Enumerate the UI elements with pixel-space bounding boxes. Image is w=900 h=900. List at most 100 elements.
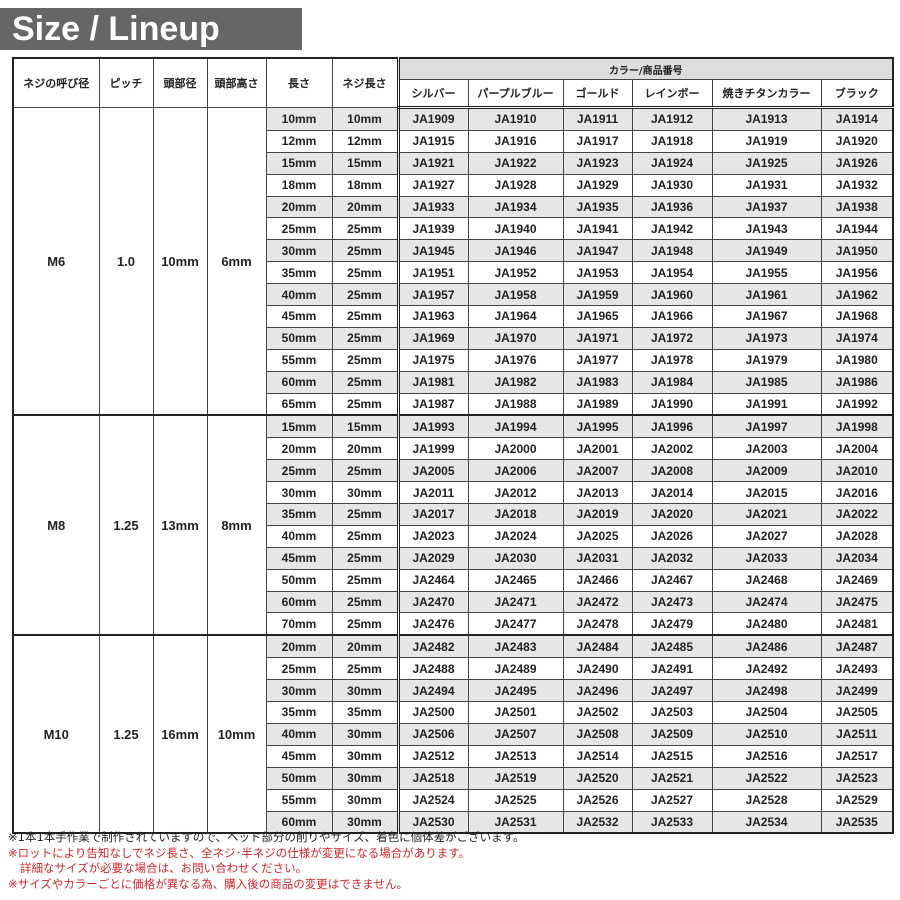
product-code-cell: JA1990 <box>631 392 713 416</box>
product-code-cell: JA2475 <box>820 590 894 614</box>
product-code-cell: JA2031 <box>562 546 633 570</box>
group-head-dia: 16mm <box>152 634 208 834</box>
product-code-cell: JA1917 <box>562 129 633 153</box>
length-cell: 60mm <box>265 590 333 614</box>
product-code-cell: JA2496 <box>562 679 633 703</box>
header-nominal: ネジの呼び径 <box>12 57 100 108</box>
product-code-cell: JA1954 <box>631 261 713 285</box>
length-cell: 50mm <box>265 766 333 790</box>
product-code-cell: JA2502 <box>562 701 633 724</box>
product-code-cell: JA2523 <box>820 766 894 790</box>
product-code-cell: JA1970 <box>467 326 564 350</box>
table-row: 45mm 30mm JA2512 JA2513 JA2514 JA2515 JA2516 JA… <box>13 744 894 768</box>
product-code-cell: JA1910 <box>467 107 564 131</box>
product-code-cell: JA2510 <box>711 722 822 746</box>
length-cell: 35mm <box>265 261 333 285</box>
table-row: 15mm 15mm JA1921 JA1922 JA1923 JA1924 JA1925 JA… <box>13 151 894 175</box>
page-title: Size / Lineup <box>0 8 302 50</box>
product-code-cell: JA2524 <box>396 788 469 812</box>
product-code-cell: JA1972 <box>631 326 713 350</box>
product-code-cell: JA2025 <box>562 524 633 548</box>
table-row: 45mm 25mm JA2029 JA2030 JA2031 JA2032 JA2033 JA… <box>13 546 894 570</box>
thread-length-cell: 25mm <box>331 524 399 548</box>
product-code-cell: JA1979 <box>711 348 822 372</box>
group-pitch: 1.0 <box>98 107 154 416</box>
product-code-cell: JA2528 <box>711 788 822 812</box>
thread-length-cell: 15mm <box>331 414 399 439</box>
length-cell: 60mm <box>265 370 333 394</box>
length-cell: 60mm <box>265 810 333 834</box>
table-row: 50mm 25mm JA1969 JA1970 JA1971 JA1972 JA1973 JA… <box>13 326 894 350</box>
product-code-cell: JA2024 <box>467 524 564 548</box>
product-code-cell: JA2495 <box>467 679 564 703</box>
thread-length-cell: 25mm <box>331 392 399 416</box>
product-code-cell: JA2034 <box>820 546 894 570</box>
header-head-height: 頭部高さ <box>206 57 267 108</box>
product-code-cell: JA1918 <box>631 129 713 153</box>
product-code-cell: JA2516 <box>711 744 822 768</box>
product-code-cell: JA2476 <box>396 612 469 636</box>
group-head-height: 6mm <box>206 107 267 416</box>
product-code-cell: JA1934 <box>467 195 564 219</box>
product-code-cell: JA2010 <box>820 459 894 483</box>
product-code-cell: JA1955 <box>711 261 822 285</box>
header-pitch: ピッチ <box>98 57 154 108</box>
product-code-cell: JA1994 <box>467 414 564 439</box>
table-row: 20mm 20mm JA1933 JA1934 JA1935 JA1936 JA1937 JA… <box>13 195 894 219</box>
length-cell: 40mm <box>265 722 333 746</box>
length-cell: 55mm <box>265 788 333 812</box>
product-code-cell: JA2033 <box>711 546 822 570</box>
product-code-cell: JA2474 <box>711 590 822 614</box>
thread-length-cell: 25mm <box>331 612 399 636</box>
product-code-cell: JA1925 <box>711 151 822 175</box>
product-code-cell: JA2016 <box>820 481 894 505</box>
product-code-cell: JA2465 <box>467 568 564 592</box>
product-code-cell: JA2492 <box>711 657 822 681</box>
product-code-cell: JA2026 <box>631 524 713 548</box>
product-code-cell: JA1986 <box>820 370 894 394</box>
product-code-cell: JA1999 <box>396 437 469 461</box>
header-color-1: パープルブルー <box>467 79 564 109</box>
product-code-cell: JA1962 <box>820 283 894 307</box>
product-code-cell: JA1980 <box>820 348 894 372</box>
product-code-cell: JA2519 <box>467 766 564 790</box>
product-code-cell: JA2491 <box>631 657 713 681</box>
product-code-cell: JA1929 <box>562 173 633 197</box>
product-code-cell: JA2479 <box>631 612 713 636</box>
header-thread-length: ネジ長さ <box>331 57 399 108</box>
product-code-cell: JA1974 <box>820 326 894 350</box>
product-code-cell: JA1943 <box>711 217 822 241</box>
group-head-dia: 13mm <box>152 414 208 636</box>
length-cell: 30mm <box>265 239 333 263</box>
product-code-cell: JA2518 <box>396 766 469 790</box>
product-code-cell: JA1973 <box>711 326 822 350</box>
product-code-cell: JA2021 <box>711 503 822 526</box>
group-nominal: M8 <box>12 414 100 636</box>
product-code-cell: JA2015 <box>711 481 822 505</box>
product-code-cell: JA2503 <box>631 701 713 724</box>
product-code-cell: JA1932 <box>820 173 894 197</box>
product-code-cell: JA2531 <box>467 810 564 834</box>
product-code-cell: JA2032 <box>631 546 713 570</box>
product-code-cell: JA1942 <box>631 217 713 241</box>
product-code-cell: JA2520 <box>562 766 633 790</box>
product-code-cell: JA1961 <box>711 283 822 307</box>
thread-length-cell: 35mm <box>331 701 399 724</box>
product-code-cell: JA1969 <box>396 326 469 350</box>
product-code-cell: JA2535 <box>820 810 894 834</box>
table-row: 55mm 30mm JA2524 JA2525 JA2526 JA2527 JA2528 JA… <box>13 788 894 812</box>
product-code-cell: JA2002 <box>631 437 713 461</box>
product-code-cell: JA2493 <box>820 657 894 681</box>
product-code-cell: JA2478 <box>562 612 633 636</box>
header-head-dia: 頭部径 <box>152 57 208 108</box>
length-cell: 25mm <box>265 217 333 241</box>
product-code-cell: JA1915 <box>396 129 469 153</box>
product-code-cell: JA2001 <box>562 437 633 461</box>
product-code-cell: JA2011 <box>396 481 469 505</box>
table-row: 40mm 30mm JA2506 JA2507 JA2508 JA2509 JA2510 JA… <box>13 722 894 746</box>
length-cell: 20mm <box>265 195 333 219</box>
product-code-cell: JA2490 <box>562 657 633 681</box>
product-code-cell: JA2512 <box>396 744 469 768</box>
product-code-cell: JA2485 <box>631 634 713 659</box>
product-code-cell: JA2509 <box>631 722 713 746</box>
